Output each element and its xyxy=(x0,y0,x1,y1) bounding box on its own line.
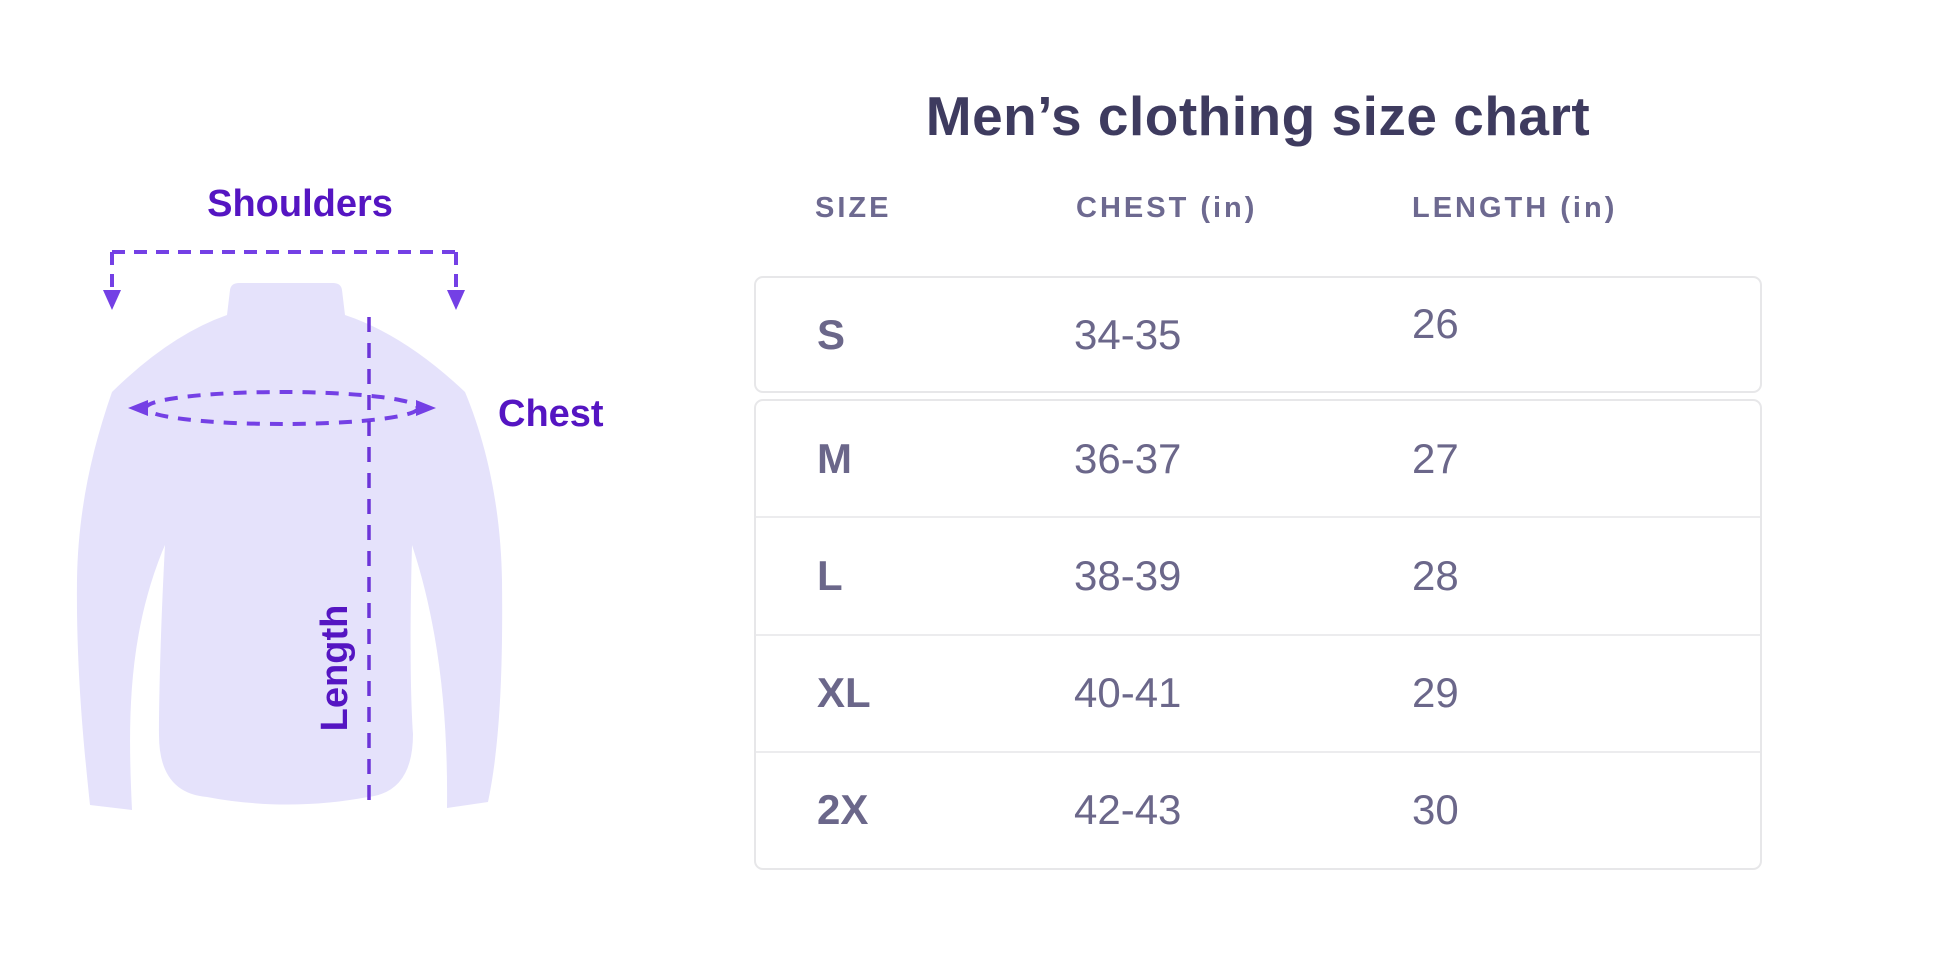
chest-arrow-right-icon xyxy=(416,400,436,416)
table-header-row: SIZE CHEST (in) LENGTH (in) xyxy=(754,192,1762,226)
size-table-first-row-box: S 34-35 26 xyxy=(754,276,1762,393)
table-row: 2X 42-43 30 xyxy=(756,750,1760,868)
page-title: Men’s clothing size chart xyxy=(925,85,1591,147)
shirt-silhouette xyxy=(76,283,503,810)
length-value: 29 xyxy=(1412,669,1459,717)
chest-value: 42-43 xyxy=(1074,786,1182,834)
column-header-length: LENGTH (in) xyxy=(1412,192,1618,224)
chest-value: 34-35 xyxy=(1074,310,1182,358)
size-value: S xyxy=(817,310,846,358)
size-value: 2X xyxy=(817,786,869,834)
chest-value: 40-41 xyxy=(1074,669,1182,717)
column-header-chest: CHEST (in) xyxy=(1076,192,1258,224)
shoulders-arrow-left-icon xyxy=(103,290,121,310)
table-row: L 38-39 28 xyxy=(756,516,1760,633)
length-label: Length xyxy=(314,604,357,732)
table-row: S 34-35 26 xyxy=(756,278,1760,391)
shoulders-arrow-right-icon xyxy=(447,290,465,310)
size-value: L xyxy=(817,551,843,599)
size-value: M xyxy=(817,434,852,482)
chest-value: 38-39 xyxy=(1074,551,1182,599)
chest-value: 36-37 xyxy=(1074,434,1182,482)
shoulders-label: Shoulders xyxy=(207,183,393,225)
length-value: 30 xyxy=(1412,786,1459,834)
length-value: 27 xyxy=(1412,434,1459,482)
chest-label: Chest xyxy=(498,393,604,435)
shoulders-bracket xyxy=(110,250,458,292)
table-row: M 36-37 27 xyxy=(756,401,1760,516)
length-value: 26 xyxy=(1412,299,1459,347)
chest-arrow-left-icon xyxy=(128,400,148,416)
size-table-body-box: M 36-37 27 L 38-39 28 XL 40-41 29 2X 42-… xyxy=(754,399,1762,870)
column-header-size: SIZE xyxy=(815,192,892,224)
shirt-diagram xyxy=(76,250,503,810)
size-value: XL xyxy=(817,669,871,717)
length-value: 28 xyxy=(1412,551,1459,599)
table-row: XL 40-41 29 xyxy=(756,633,1760,751)
